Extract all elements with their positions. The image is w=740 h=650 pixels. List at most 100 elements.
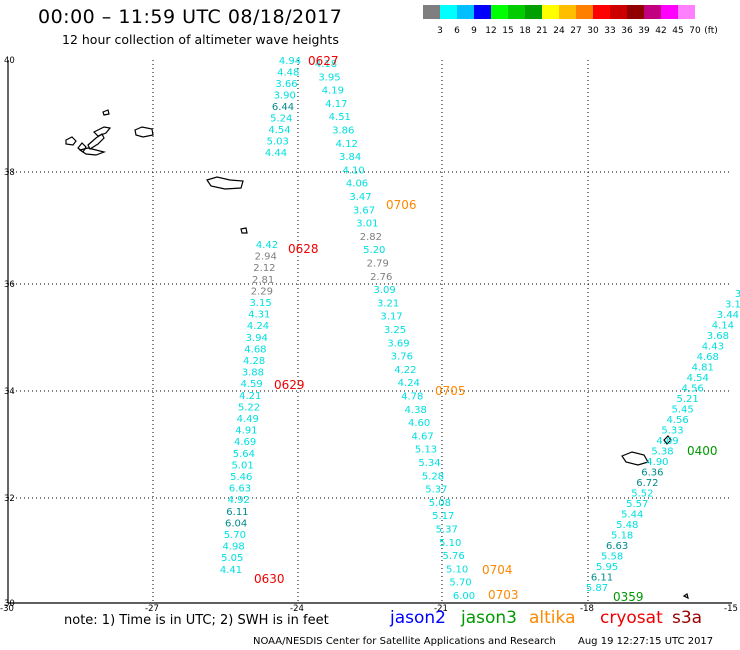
wave-height-value: 5.48 bbox=[616, 520, 638, 531]
wave-height-value: 6.11 bbox=[226, 507, 248, 518]
wave-height-value: 3.1 bbox=[725, 300, 740, 311]
wave-height-value: 5.37 bbox=[436, 525, 458, 536]
wave-height-value: 5.20 bbox=[363, 245, 385, 256]
legend-altika: altika bbox=[529, 608, 576, 628]
wave-height-value: 4.54 bbox=[687, 373, 709, 384]
wave-height-value: 2.79 bbox=[367, 259, 389, 270]
colorbar-swatch bbox=[542, 5, 559, 19]
colorbar-swatch bbox=[491, 5, 508, 19]
colorbar-tick-label: 9 bbox=[471, 26, 477, 36]
colorbar-swatch bbox=[559, 5, 576, 19]
colorbar-swatch bbox=[610, 5, 627, 19]
wave-height-value: 5.87 bbox=[586, 583, 608, 594]
wave-height-value: 2.82 bbox=[360, 232, 382, 243]
wave-height-value: 5.44 bbox=[621, 510, 643, 521]
colorbar-swatch bbox=[678, 5, 695, 19]
wave-height-value: 5.13 bbox=[415, 445, 437, 456]
latitude-labels: 40 38 36 34 32 30 bbox=[4, 56, 15, 609]
pass-time-labels: 0627 0628 0629 0630 0706 0705 0704 0703 0400 0359 bbox=[254, 54, 718, 604]
wave-height-value: 3.15 bbox=[249, 298, 271, 309]
island-flores bbox=[65, 136, 77, 146]
wave-height-value: 2.76 bbox=[370, 272, 392, 283]
colorbar-tick-label: 39 bbox=[638, 26, 650, 36]
map-frame bbox=[7, 60, 732, 604]
wave-height-value: 4.24 bbox=[398, 378, 420, 389]
wave-height-value: 5.03 bbox=[267, 137, 289, 148]
generation-timestamp: Aug 19 12:27:15 UTC 2017 bbox=[578, 636, 714, 647]
longitude-label: -15 bbox=[724, 604, 738, 614]
colorbar-tick-label: 70 bbox=[689, 26, 701, 36]
island-sao-jorge bbox=[78, 147, 107, 156]
latitude-label: 36 bbox=[4, 280, 15, 290]
longitude-label: -27 bbox=[145, 604, 159, 614]
wave-height-value: 3.90 bbox=[274, 91, 296, 102]
wave-height-value: 5.17 bbox=[432, 511, 454, 522]
wave-height-value: 4.06 bbox=[346, 179, 368, 190]
wave-height-value: 4.10 bbox=[342, 165, 364, 176]
wave-height-value: 3.94 bbox=[246, 333, 268, 344]
wave-height-value: 3.69 bbox=[387, 338, 409, 349]
wave-height-value: 4.18 bbox=[315, 59, 337, 70]
wave-height-value: 4.28 bbox=[243, 356, 265, 367]
wave-height-value: 4.68 bbox=[244, 344, 266, 355]
wave-height-value: 5.10 bbox=[439, 538, 461, 549]
wave-height-value: 5.64 bbox=[233, 449, 255, 460]
island-faial bbox=[87, 133, 105, 150]
wave-height-value: 5.38 bbox=[651, 447, 673, 458]
colorbar-tick-label: 42 bbox=[655, 26, 667, 36]
wave-height-value: 4.42 bbox=[256, 240, 278, 251]
wave-height-value: 3.95 bbox=[318, 72, 340, 83]
wave-height-value: 5.46 bbox=[230, 472, 252, 483]
wave-height-value: 4.48 bbox=[277, 68, 299, 79]
pass-time-label: 0400 bbox=[687, 444, 718, 458]
wave-height-value: 4.81 bbox=[692, 363, 714, 374]
wave-height-value: 4.54 bbox=[268, 125, 290, 136]
wave-height-value: 5.18 bbox=[611, 531, 633, 542]
latitude-label: 30 bbox=[4, 599, 15, 609]
wave-height-value: 4.14 bbox=[712, 321, 734, 332]
pass-time-label: 0706 bbox=[386, 198, 417, 212]
colorbar-tick-label: 33 bbox=[604, 26, 616, 36]
wave-height-value: 4.90 bbox=[646, 457, 668, 468]
wave-height-value: 4.56 bbox=[666, 415, 688, 426]
wave-height-value: 4.22 bbox=[394, 365, 416, 376]
wave-height-value: 4.68 bbox=[697, 352, 719, 363]
colorbar-tick-label: 15 bbox=[502, 26, 514, 36]
colorbar-swatch bbox=[644, 5, 661, 19]
legend-jason2: jason2 bbox=[390, 608, 446, 628]
wave-height-value: 5.10 bbox=[446, 564, 468, 575]
legend-cryosat: cryosat bbox=[600, 608, 663, 628]
colorbar-tick-label: 3 bbox=[437, 26, 443, 36]
landmass-outlines bbox=[65, 109, 689, 600]
wave-height-value: 4.12 bbox=[336, 139, 358, 150]
colorbar-tick-label: 24 bbox=[553, 26, 565, 36]
wave-height-value: 5.70 bbox=[224, 530, 246, 541]
wave-height-value: 5.21 bbox=[677, 394, 699, 405]
wave-height-value: 5.95 bbox=[596, 562, 618, 573]
wave-height-value: 5.45 bbox=[671, 405, 693, 416]
wave-height-value: 4.19 bbox=[322, 86, 344, 97]
wave-height-value: 5.57 bbox=[626, 499, 648, 510]
pass-time-label: 0704 bbox=[482, 563, 513, 577]
island-sao-miguel bbox=[206, 176, 244, 190]
legend-jason3: jason3 bbox=[461, 608, 517, 628]
wave-height-value: 5.52 bbox=[631, 489, 653, 500]
colorbar-swatch bbox=[423, 5, 440, 19]
longitude-labels: -30 -27 -24 -21 -18 -15 bbox=[0, 604, 738, 614]
wave-height-value: 6.72 bbox=[636, 478, 658, 489]
wave-height-value: 5.08 bbox=[429, 498, 451, 509]
wave-height-value: 3.47 bbox=[349, 192, 371, 203]
wave-height-value: 4.91 bbox=[235, 426, 257, 437]
wave-height-value: 2.29 bbox=[251, 286, 273, 297]
wave-height-value: 5.05 bbox=[221, 553, 243, 564]
colorbar-tick-label: 21 bbox=[536, 26, 548, 36]
wave-height-value: 4.69 bbox=[234, 437, 256, 448]
wave-height-value: 6.11 bbox=[591, 573, 613, 584]
wave-height-value: 5.58 bbox=[601, 552, 623, 563]
wave-height-value: 3.88 bbox=[242, 368, 264, 379]
colorbar-swatch bbox=[576, 5, 593, 19]
colorbar-swatch bbox=[474, 5, 491, 19]
wave-height-value: 5.37 bbox=[425, 485, 447, 496]
pass-time-label: 0629 bbox=[274, 378, 305, 392]
